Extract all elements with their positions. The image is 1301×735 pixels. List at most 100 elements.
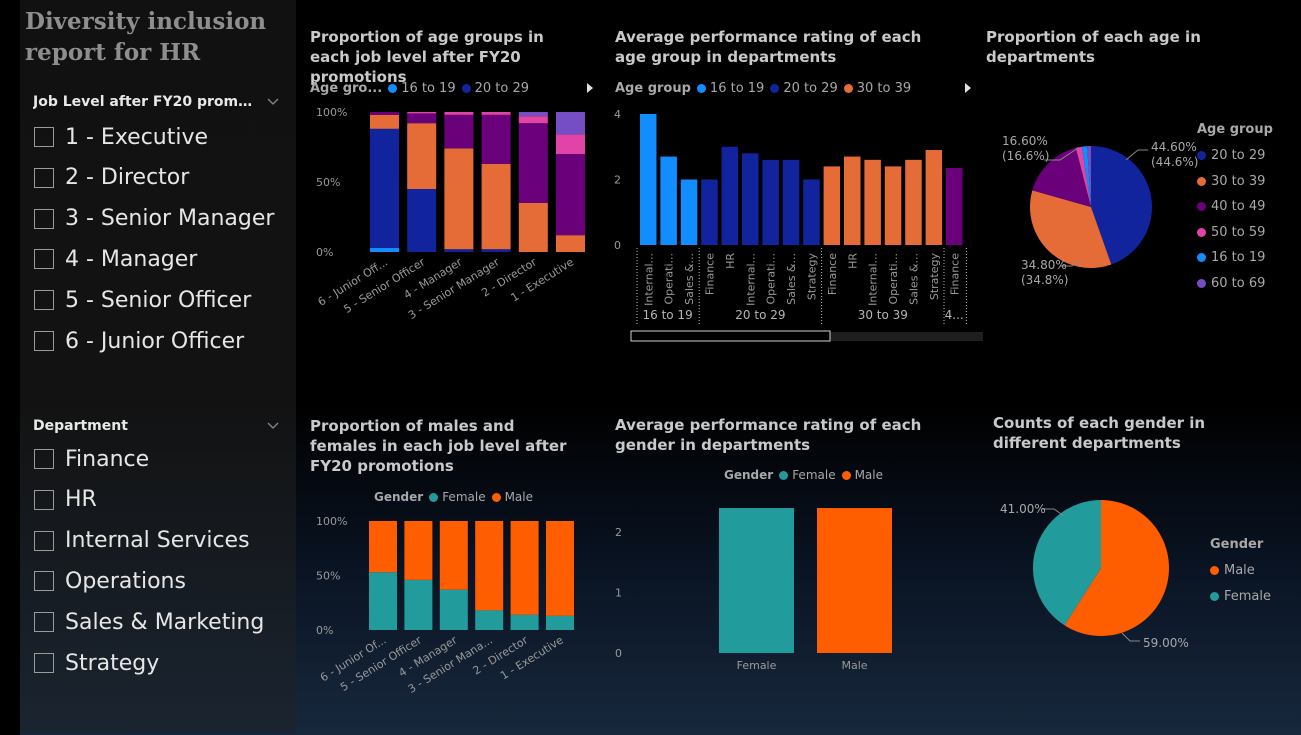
pie-slice[interactable] [1064,500,1169,636]
legend-item[interactable]: 16 to 19 [696,81,764,96]
checkbox[interactable] [34,571,54,592]
bar[interactable] [884,166,902,245]
bar-segment[interactable] [407,189,437,252]
job-level-option[interactable]: 6 - Junior Officer [34,328,244,354]
age-by-level-chart[interactable]: 100%50%0%6 - Junior Off...5 - Senior Off… [300,100,600,322]
checkbox[interactable] [34,249,54,270]
checkbox[interactable] [34,208,54,229]
bar[interactable] [946,168,963,245]
bar-segment[interactable] [481,249,511,252]
pie-slice[interactable] [1087,146,1091,207]
bar[interactable] [925,150,943,245]
pie-slice[interactable] [1091,146,1152,265]
checkbox[interactable] [34,530,54,551]
checkbox[interactable] [34,449,54,469]
legend-item[interactable]: 20 to 29 [1197,143,1273,169]
job-level-option[interactable]: 4 - Manager [34,246,197,272]
gender-by-level-chart[interactable]: 100%50%0%6 - Junior Of...5 - Senior Offi… [300,510,600,710]
bar-segment[interactable] [510,521,539,615]
bar-segment[interactable] [475,521,504,611]
department-option[interactable]: Operations [34,568,186,594]
bar-segment[interactable] [370,114,399,129]
bar-segment[interactable] [475,610,504,630]
bar-segment[interactable] [518,116,548,124]
bar[interactable] [762,159,779,245]
pie-slice[interactable] [1033,500,1101,626]
gender-pie-chart[interactable] [1020,490,1190,650]
pie-slice[interactable] [1030,190,1112,268]
bar[interactable] [701,179,718,246]
legend-item[interactable]: 30 to 39 [1197,169,1273,195]
chevron-down-icon[interactable] [267,98,279,106]
department-option[interactable]: Strategy [34,650,159,676]
bar-segment[interactable] [556,235,585,252]
bar-segment[interactable] [444,114,474,149]
job-level-option[interactable]: 3 - Senior Manager [34,206,274,232]
legend-next-arrow-icon[interactable] [965,83,971,93]
checkbox[interactable] [34,612,54,633]
legend-item[interactable]: 40 to 49 [1197,194,1273,220]
legend-item[interactable]: 50 to 59 [1197,220,1273,246]
bar-segment[interactable] [444,112,474,115]
legend-item[interactable]: 30 to 39 [843,81,911,96]
bar-segment[interactable] [518,112,548,117]
bar-segment[interactable] [404,521,433,580]
department-option[interactable]: HR [34,487,97,513]
bar-segment[interactable] [444,148,474,250]
bar-segment[interactable] [481,112,511,115]
bar-segment[interactable] [556,154,585,236]
age-pie-chart[interactable] [980,110,1180,300]
bar-segment[interactable] [556,134,585,154]
bar-segment[interactable] [546,521,574,616]
bar-segment[interactable] [369,521,397,573]
pie-slice[interactable] [1032,147,1091,207]
bar[interactable] [640,114,657,245]
legend-item[interactable]: Male [491,490,533,504]
bar[interactable] [803,179,820,246]
bar-segment[interactable] [407,123,437,189]
legend-item[interactable]: 16 to 19 [388,81,456,96]
legend-item[interactable]: 20 to 29 [461,81,529,96]
bar-segment[interactable] [370,128,399,248]
perf-by-gender-chart[interactable]: 2 1 0 Female Male [600,490,920,680]
bar[interactable] [905,159,922,245]
legend-item[interactable]: 16 to 19 [1197,245,1273,271]
pie-slice[interactable] [1081,146,1091,207]
legend-item[interactable]: Male [1210,558,1271,584]
legend-item[interactable]: Female [429,490,486,504]
checkbox[interactable] [34,127,54,147]
department-option[interactable]: Internal Services [34,528,250,554]
checkbox[interactable] [34,653,54,673]
bar[interactable] [782,159,800,245]
bar-segment[interactable] [518,123,548,203]
bar-segment[interactable] [556,112,585,135]
bar-segment[interactable] [444,249,474,252]
bar-segment[interactable] [404,579,433,630]
bar[interactable] [844,156,861,245]
bar[interactable] [719,508,794,653]
bar-segment[interactable] [518,203,548,252]
job-level-option[interactable]: 2 - Director [34,165,189,191]
bar-segment[interactable] [481,163,511,250]
checkbox[interactable] [34,290,54,311]
bar-segment[interactable] [546,615,574,630]
bar-segment[interactable] [439,589,468,630]
scrollbar-thumb[interactable] [630,330,831,342]
legend-item[interactable]: Male [841,468,883,482]
bar[interactable] [660,156,677,245]
checkbox[interactable] [34,331,54,351]
bar[interactable] [742,153,759,245]
bar[interactable] [680,179,698,246]
bar-segment[interactable] [369,572,397,630]
bar-segment[interactable] [370,112,399,115]
pie-slice[interactable] [1075,146,1091,207]
checkbox[interactable] [34,489,54,510]
perf-by-age-chart[interactable]: 4 2 0 Internal... Operati... Sales &... Financ… [600,100,990,345]
bar[interactable] [823,166,841,245]
legend-item[interactable]: Female [779,468,836,482]
bar-segment[interactable] [407,112,437,114]
legend-item[interactable]: 20 to 29 [770,81,838,96]
department-option[interactable]: Sales & Marketing [34,609,264,635]
bar[interactable] [817,508,892,653]
chevron-down-icon[interactable] [267,422,279,430]
